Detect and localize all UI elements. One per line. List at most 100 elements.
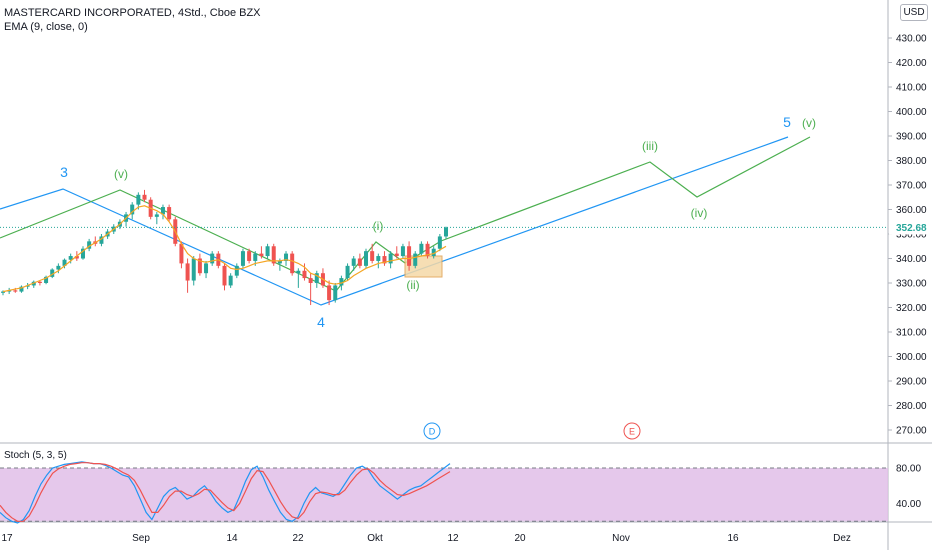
wave-label-green: (i)	[373, 219, 384, 233]
candle-body	[382, 256, 387, 264]
time-tick-label: 16	[727, 533, 739, 544]
time-tick-label: Okt	[367, 533, 383, 544]
candle-body	[204, 263, 209, 274]
time-tick-label: 20	[514, 533, 526, 544]
ema-line	[2, 205, 447, 293]
candle-body	[228, 275, 233, 286]
candle-body	[50, 269, 55, 277]
candle-body	[419, 243, 424, 254]
candle-body	[290, 253, 295, 274]
price-tick-label: 320.00	[896, 303, 927, 314]
candle-body	[160, 207, 165, 215]
candle-body	[62, 259, 67, 266]
candle-body	[327, 285, 332, 301]
candle-body	[253, 253, 258, 261]
price-tick-label: 350.00	[896, 230, 927, 241]
price-tick-label: 420.00	[896, 58, 927, 69]
candle-body	[308, 278, 313, 283]
price-tick-label: 270.00	[896, 426, 927, 437]
stoch-k-line	[0, 461, 451, 524]
candle-body	[271, 246, 276, 264]
candle-body	[339, 278, 344, 286]
wave-label-blue: 5	[783, 114, 791, 130]
candle-body	[19, 286, 24, 292]
candle-body	[1, 291, 5, 293]
candle-body	[234, 265, 239, 276]
price-tick-label: 340.00	[896, 254, 927, 265]
time-tick-label: Nov	[612, 533, 630, 544]
candle-body	[74, 256, 79, 259]
candle-body	[210, 253, 215, 264]
time-tick-label: Dez	[833, 533, 851, 544]
candle-body	[425, 243, 430, 257]
wave-label-blue: 3	[60, 164, 68, 180]
candle-body	[259, 253, 264, 257]
candle-body	[364, 251, 369, 266]
candle-body	[333, 285, 338, 301]
candle-body	[37, 281, 42, 283]
price-tick-label: 310.00	[896, 328, 927, 339]
price-tick-label: 390.00	[896, 132, 927, 143]
candle-body	[314, 273, 319, 283]
candle-body	[130, 204, 135, 215]
candle-body	[154, 214, 159, 217]
candle-body	[222, 265, 227, 286]
candle-body	[13, 290, 18, 292]
stoch-legend: Stoch (5, 3, 5)	[4, 450, 67, 461]
candle-body	[284, 253, 289, 261]
stoch-tick-label: 40.00	[896, 499, 921, 510]
candle-body	[56, 265, 61, 270]
candle-body	[437, 236, 442, 249]
candle-body	[302, 270, 307, 279]
candle-body	[370, 251, 375, 261]
candle-body	[25, 285, 30, 287]
event-marker-circle	[423, 422, 441, 440]
candle-body	[44, 276, 49, 283]
candle-body	[240, 251, 245, 266]
candle-body	[185, 263, 190, 281]
candle-body	[376, 256, 381, 261]
event-marker-label: D	[429, 427, 436, 437]
candle-body	[400, 246, 405, 257]
price-tick-label: 430.00	[896, 34, 927, 45]
candle-body	[345, 265, 350, 279]
stoch-d-line	[0, 462, 451, 522]
price-tick-label: 330.00	[896, 279, 927, 290]
price-tick-label: 410.00	[896, 83, 927, 94]
currency-button[interactable]: USD	[900, 4, 928, 21]
price-tick-label: 370.00	[896, 181, 927, 192]
time-tick-label: Sep	[132, 533, 150, 544]
candle-body	[444, 227, 448, 237]
candle-body	[388, 253, 393, 264]
time-tick-label: 17	[1, 533, 13, 544]
event-marker-label: E	[629, 427, 635, 437]
time-tick-label: 14	[226, 533, 238, 544]
candle-body	[351, 258, 356, 266]
candle-body	[394, 253, 399, 257]
stoch-tick-label: 80.00	[896, 464, 921, 475]
wave-label-green: (v)	[802, 116, 816, 130]
candle-body	[296, 270, 301, 274]
last-price-label: 352.68	[896, 223, 927, 234]
price-tick-label: 360.00	[896, 205, 927, 216]
price-tick-label: 400.00	[896, 107, 927, 118]
candle-body	[179, 243, 184, 264]
wave-label-blue: 4	[317, 314, 325, 330]
candle-body	[197, 258, 202, 274]
candle-body	[413, 253, 418, 266]
stoch-band	[0, 468, 888, 522]
last-price-badge	[889, 220, 932, 235]
candle-body	[87, 241, 92, 249]
ema-legend: EMA (9, close, 0)	[4, 21, 88, 33]
candle-body	[191, 258, 196, 281]
time-tick-label: 22	[292, 533, 304, 544]
wave-label-green: (ii)	[406, 278, 419, 292]
price-tick-label: 280.00	[896, 401, 927, 412]
candle-body	[99, 236, 104, 244]
time-tick-label: 12	[447, 533, 459, 544]
price-tick-label: 300.00	[896, 352, 927, 363]
chart-title: MASTERCARD INCORPORATED, 4Std., Cboe BZX	[4, 7, 261, 19]
price-tick-label: 290.00	[896, 377, 927, 388]
price-tick-label: 380.00	[896, 156, 927, 167]
